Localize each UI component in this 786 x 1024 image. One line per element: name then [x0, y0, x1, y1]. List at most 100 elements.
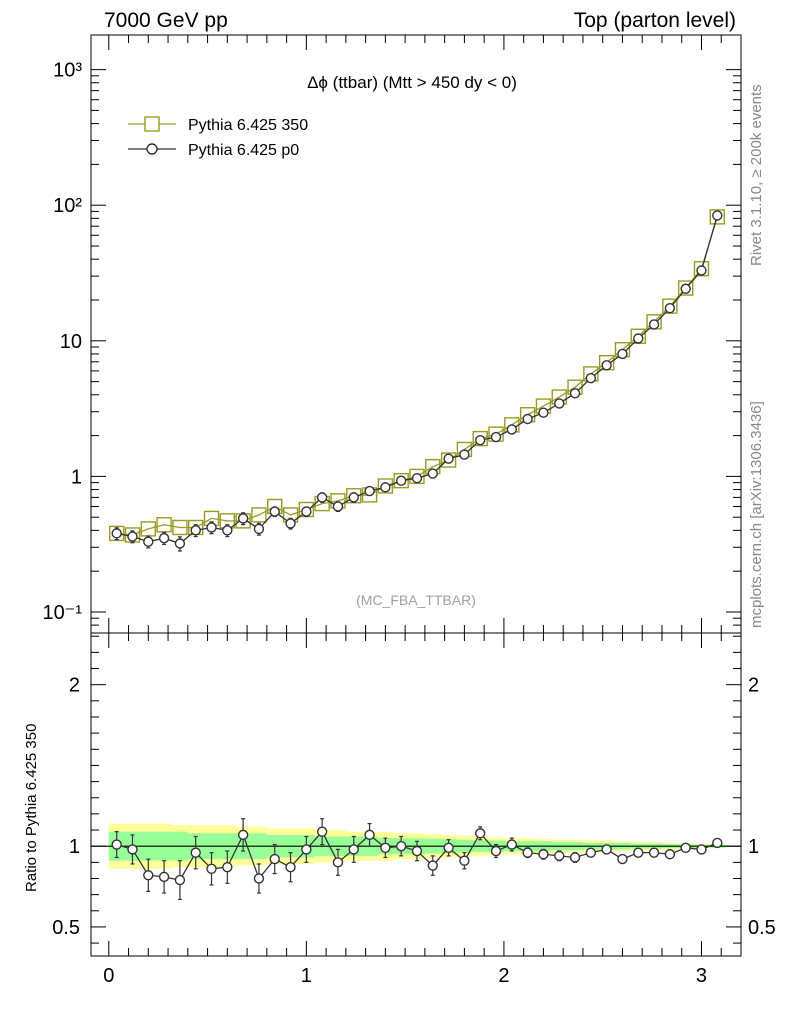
ratio-data-point	[143, 870, 154, 881]
ratio-data-point	[395, 840, 407, 852]
legend-label-350: Pythia 6.425 350	[188, 117, 308, 134]
ratio-series	[111, 818, 723, 901]
data-point-square	[108, 525, 125, 542]
ratio-data-point	[506, 839, 518, 850]
data-point-circle	[538, 407, 549, 418]
data-point-circle	[617, 348, 628, 360]
ratio-frame	[90, 632, 742, 957]
data-point-circle	[143, 536, 154, 547]
data-point-square	[377, 478, 394, 494]
data-point-circle	[111, 528, 122, 539]
data-point-square	[172, 519, 188, 536]
ratio-panel: 0.5 0.5 1 1 2 2 0 1 2 3 Ratio to Pythia 6.425 35…	[23, 632, 776, 987]
main-y-tick-label: 10³	[53, 60, 82, 82]
main-y-tick-label: 1	[71, 466, 82, 488]
data-point-circle	[253, 523, 265, 535]
data-point-circle	[633, 333, 644, 344]
data-point-circle	[411, 472, 423, 484]
ratio-data-point	[664, 849, 676, 860]
data-point-circle	[490, 431, 502, 443]
main-panel: 10⁻¹ 1 10 10² 10³ Δϕ (ttbar) (Mtt > 450 dy <…	[43, 34, 742, 634]
data-point-circle	[696, 265, 707, 276]
series-line-1	[116, 215, 718, 545]
data-point-circle	[712, 210, 723, 221]
ratio-data-point	[269, 853, 280, 865]
data-point-circle	[190, 525, 201, 536]
ratio-data-point	[680, 842, 691, 853]
series-line-0	[116, 216, 718, 536]
x-tick-label: 2	[498, 965, 509, 987]
mcplots-label: mcplots.cern.ch [arXiv:1306.3436]	[748, 401, 765, 628]
data-point-circle	[348, 492, 359, 503]
ratio-data-point	[459, 855, 470, 866]
rivet-label: Rivet 3.1.10, ≥ 200k events	[748, 84, 765, 266]
ratio-data-point	[712, 837, 723, 849]
ratio-ticks	[91, 633, 742, 956]
ratio-data-point	[538, 849, 549, 860]
ratio-data-point	[522, 847, 533, 858]
ratio-y-tick-label-left: 2	[69, 675, 80, 697]
main-y-tick-label: 10²	[53, 195, 82, 217]
ratio-data-point	[158, 871, 170, 883]
data-point-circle	[443, 453, 454, 464]
ratio-data-point	[206, 863, 217, 874]
ratio-data-point	[190, 847, 201, 858]
ratio-data-point	[111, 839, 122, 850]
data-point-circle	[569, 388, 581, 399]
ratio-data-point	[411, 845, 423, 857]
ratio-data-point	[222, 861, 233, 873]
x-tick-label: 3	[696, 965, 707, 987]
ratio-data-point	[601, 844, 612, 855]
data-point-square	[440, 452, 457, 468]
ratio-y-label: Ratio to Pythia 6.425 350	[23, 724, 40, 892]
data-point-square	[393, 472, 409, 489]
data-point-square	[693, 261, 710, 277]
ratio-data-point	[364, 829, 375, 841]
data-point-circle	[506, 424, 518, 435]
legend-label-p0: Pythia 6.425 p0	[188, 142, 299, 159]
data-point-circle	[395, 475, 407, 486]
ratio-data-point	[285, 861, 296, 873]
ratio-y-tick-labels: 0.5 0.5 1 1 2 2	[52, 675, 776, 939]
x-tick-label: 1	[301, 965, 312, 987]
data-point-circle	[648, 319, 660, 330]
data-point-circle	[316, 492, 328, 503]
data-point-circle	[158, 533, 170, 544]
ratio-y-tick-label-left: 1	[69, 836, 80, 858]
ratio-data-point	[348, 844, 359, 855]
ratio-data-point	[585, 847, 597, 858]
data-point-square	[156, 517, 172, 533]
data-point-circle	[427, 468, 438, 479]
ratio-y-tick-label-right: 0.5	[748, 917, 776, 939]
header-left: 7000 GeV pp	[104, 9, 228, 32]
data-point-circle	[601, 360, 612, 371]
data-point-square	[709, 209, 725, 225]
data-point-circle	[174, 538, 186, 549]
ratio-data-point	[475, 828, 486, 839]
header-right: Top (parton level)	[574, 9, 736, 32]
data-point-circle	[332, 501, 344, 512]
main-y-tick-label: 10	[60, 331, 82, 353]
ratio-y-tick-label-right: 1	[748, 836, 759, 858]
ratio-data-point	[490, 845, 502, 857]
ratio-data-point	[554, 850, 565, 862]
ratio-data-point	[617, 853, 628, 865]
data-point-circle	[222, 525, 233, 536]
main-y-tick-label: 10⁻¹	[43, 602, 83, 624]
x-tick-label: 0	[103, 965, 114, 987]
chart-title: Δϕ (ttbar) (Mtt > 450 dy < 0)	[307, 73, 517, 92]
ratio-data-point	[648, 847, 660, 858]
data-point-circle	[585, 372, 597, 384]
legend-marker-350	[144, 116, 160, 132]
main-series	[108, 209, 725, 552]
ratio-data-point	[237, 829, 249, 841]
ratio-data-point	[127, 844, 138, 855]
data-point-circle	[680, 283, 691, 294]
ratio-data-point	[380, 842, 391, 853]
legend-marker-p0	[146, 143, 158, 155]
data-point-circle	[664, 302, 676, 314]
data-point-circle	[380, 482, 391, 493]
ratio-data-point	[174, 874, 186, 886]
ratio-data-point	[332, 857, 344, 868]
